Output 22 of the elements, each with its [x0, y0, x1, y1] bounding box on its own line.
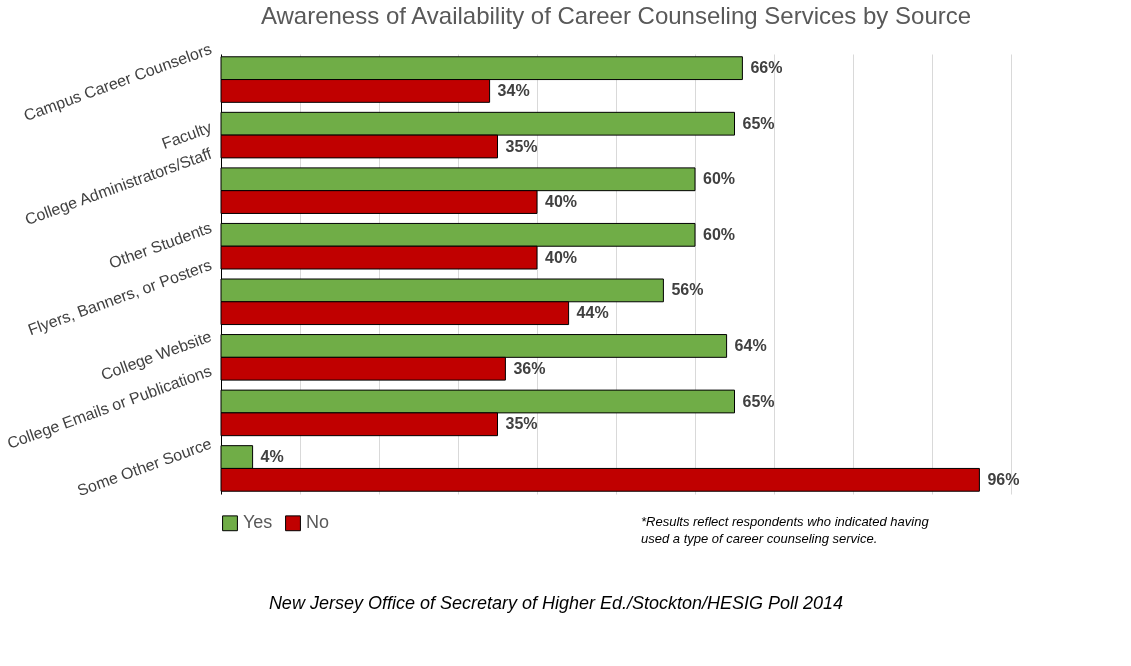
legend-label: No	[306, 512, 330, 533]
data-label: 35%	[505, 415, 538, 433]
data-label: 60%	[703, 225, 736, 243]
text: *Results reflect respondents who indicated having used a type of career counseling service.	[641, 514, 930, 546]
text: New Jersey Office of Secretary of Higher Ed./Stockton/HESIG Poll 2014	[268, 593, 844, 613]
chart-title: Awareness of Availability of Career Counseling Services by Source	[260, 2, 972, 30]
data-label: 56%	[671, 281, 704, 299]
data-label: 44%	[576, 304, 609, 322]
data-label: 64%	[734, 336, 767, 354]
data-label: 40%	[545, 193, 578, 211]
data-label: 40%	[545, 248, 578, 266]
data-label: 96%	[987, 470, 1020, 488]
data-label: 34%	[497, 81, 530, 99]
data-label: 66%	[750, 59, 783, 77]
data-label: 4%	[260, 448, 284, 466]
data-label: 65%	[742, 114, 775, 132]
data-label: 36%	[513, 359, 546, 377]
y-tick-label: Some Other Source	[75, 434, 214, 500]
data-label: 65%	[742, 392, 775, 410]
data-label: 60%	[703, 170, 736, 188]
legend-label: Yes	[243, 512, 273, 533]
data-label: 35%	[505, 137, 538, 155]
